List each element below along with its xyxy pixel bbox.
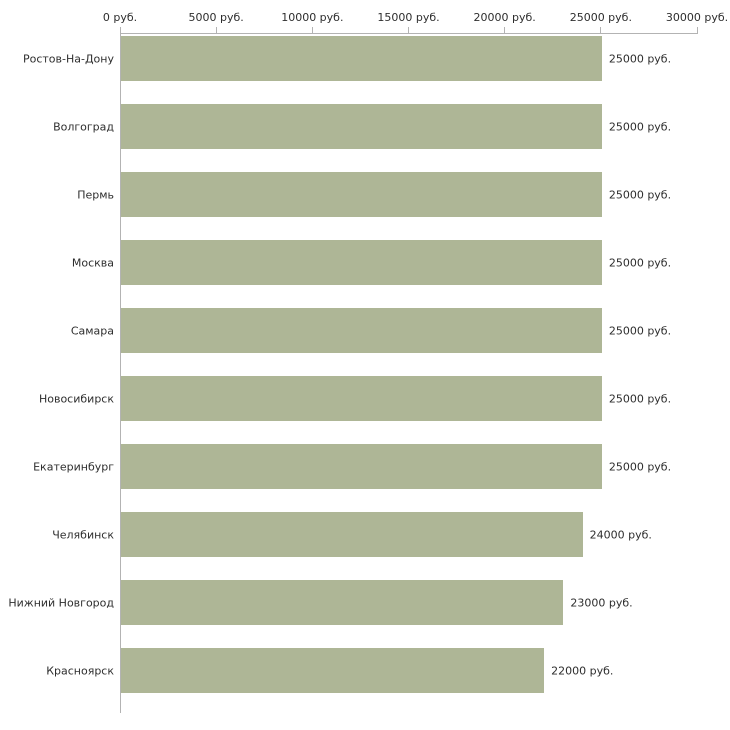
category-label: Самара: [70, 324, 114, 337]
value-label: 25000 руб.: [608, 120, 672, 133]
value-label: 25000 руб.: [608, 460, 672, 473]
bar-row: Волгоград 25000 руб.: [0, 101, 730, 169]
category-label: Новосибирск: [38, 392, 114, 405]
bar-row: Ростов-На-Дону 25000 руб.: [0, 33, 730, 101]
x-axis-tick-label: 5000 руб.: [188, 11, 244, 24]
bar: [121, 444, 602, 489]
category-label: Волгоград: [53, 120, 114, 133]
bar: [121, 512, 583, 557]
x-axis-tick-label: 15000 руб.: [377, 11, 440, 24]
x-axis-line: [120, 33, 698, 34]
value-label: 24000 руб.: [589, 528, 652, 541]
value-label: 23000 руб.: [570, 596, 633, 609]
bar: [121, 36, 602, 81]
x-axis-tick-mark: [600, 27, 602, 33]
bar: [121, 308, 602, 353]
category-label: Пермь: [77, 188, 114, 201]
category-label: Екатеринбург: [33, 460, 114, 473]
bar-row: Новосибирск 25000 руб.: [0, 373, 730, 441]
category-label: Красноярск: [46, 664, 114, 677]
x-axis-tick-mark: [119, 27, 121, 33]
value-label: 22000 руб.: [551, 664, 614, 677]
bar: [121, 580, 564, 625]
x-axis-tick-mark: [408, 27, 409, 33]
x-axis-tick-label: 0 руб.: [102, 11, 138, 24]
bar-row: Москва 25000 руб.: [0, 237, 730, 305]
category-label: Нижний Новгород: [8, 596, 114, 609]
bar: [121, 648, 545, 693]
bar-row: Екатеринбург 25000 руб.: [0, 441, 730, 509]
value-label: 25000 руб.: [608, 188, 672, 201]
value-label: 25000 руб.: [608, 392, 672, 405]
category-label: Ростов-На-Дону: [22, 52, 114, 65]
x-axis-tick-label: 30000 руб.: [665, 11, 729, 24]
y-axis-line: [120, 33, 121, 713]
x-axis-tick-mark: [504, 27, 506, 33]
category-label: Москва: [71, 256, 114, 269]
bar: [121, 104, 602, 149]
bar: [121, 172, 602, 217]
x-axis-tick-mark: [215, 27, 217, 33]
value-label: 25000 руб.: [608, 52, 672, 65]
x-axis-tick-label: 10000 руб.: [281, 11, 344, 24]
category-label: Челябинск: [52, 528, 114, 541]
bar: [121, 240, 602, 285]
bar-row: Самара 25000 руб.: [0, 305, 730, 373]
x-axis-tick-label: 25000 руб.: [569, 11, 632, 24]
x-axis-tick-mark: [311, 27, 313, 33]
bar-row: Красноярск 22000 руб.: [0, 645, 730, 713]
x-axis-tick-label: 20000 руб.: [473, 11, 536, 24]
bar: [121, 376, 602, 421]
x-axis-tick-mark: [696, 27, 698, 33]
value-label: 25000 руб.: [608, 256, 672, 269]
bar-row: Нижний Новгород 23000 руб.: [0, 577, 730, 645]
bar-row: Челябинск 24000 руб.: [0, 509, 730, 577]
bar-row: Пермь 25000 руб.: [0, 169, 730, 237]
value-label: 25000 руб.: [608, 324, 672, 337]
